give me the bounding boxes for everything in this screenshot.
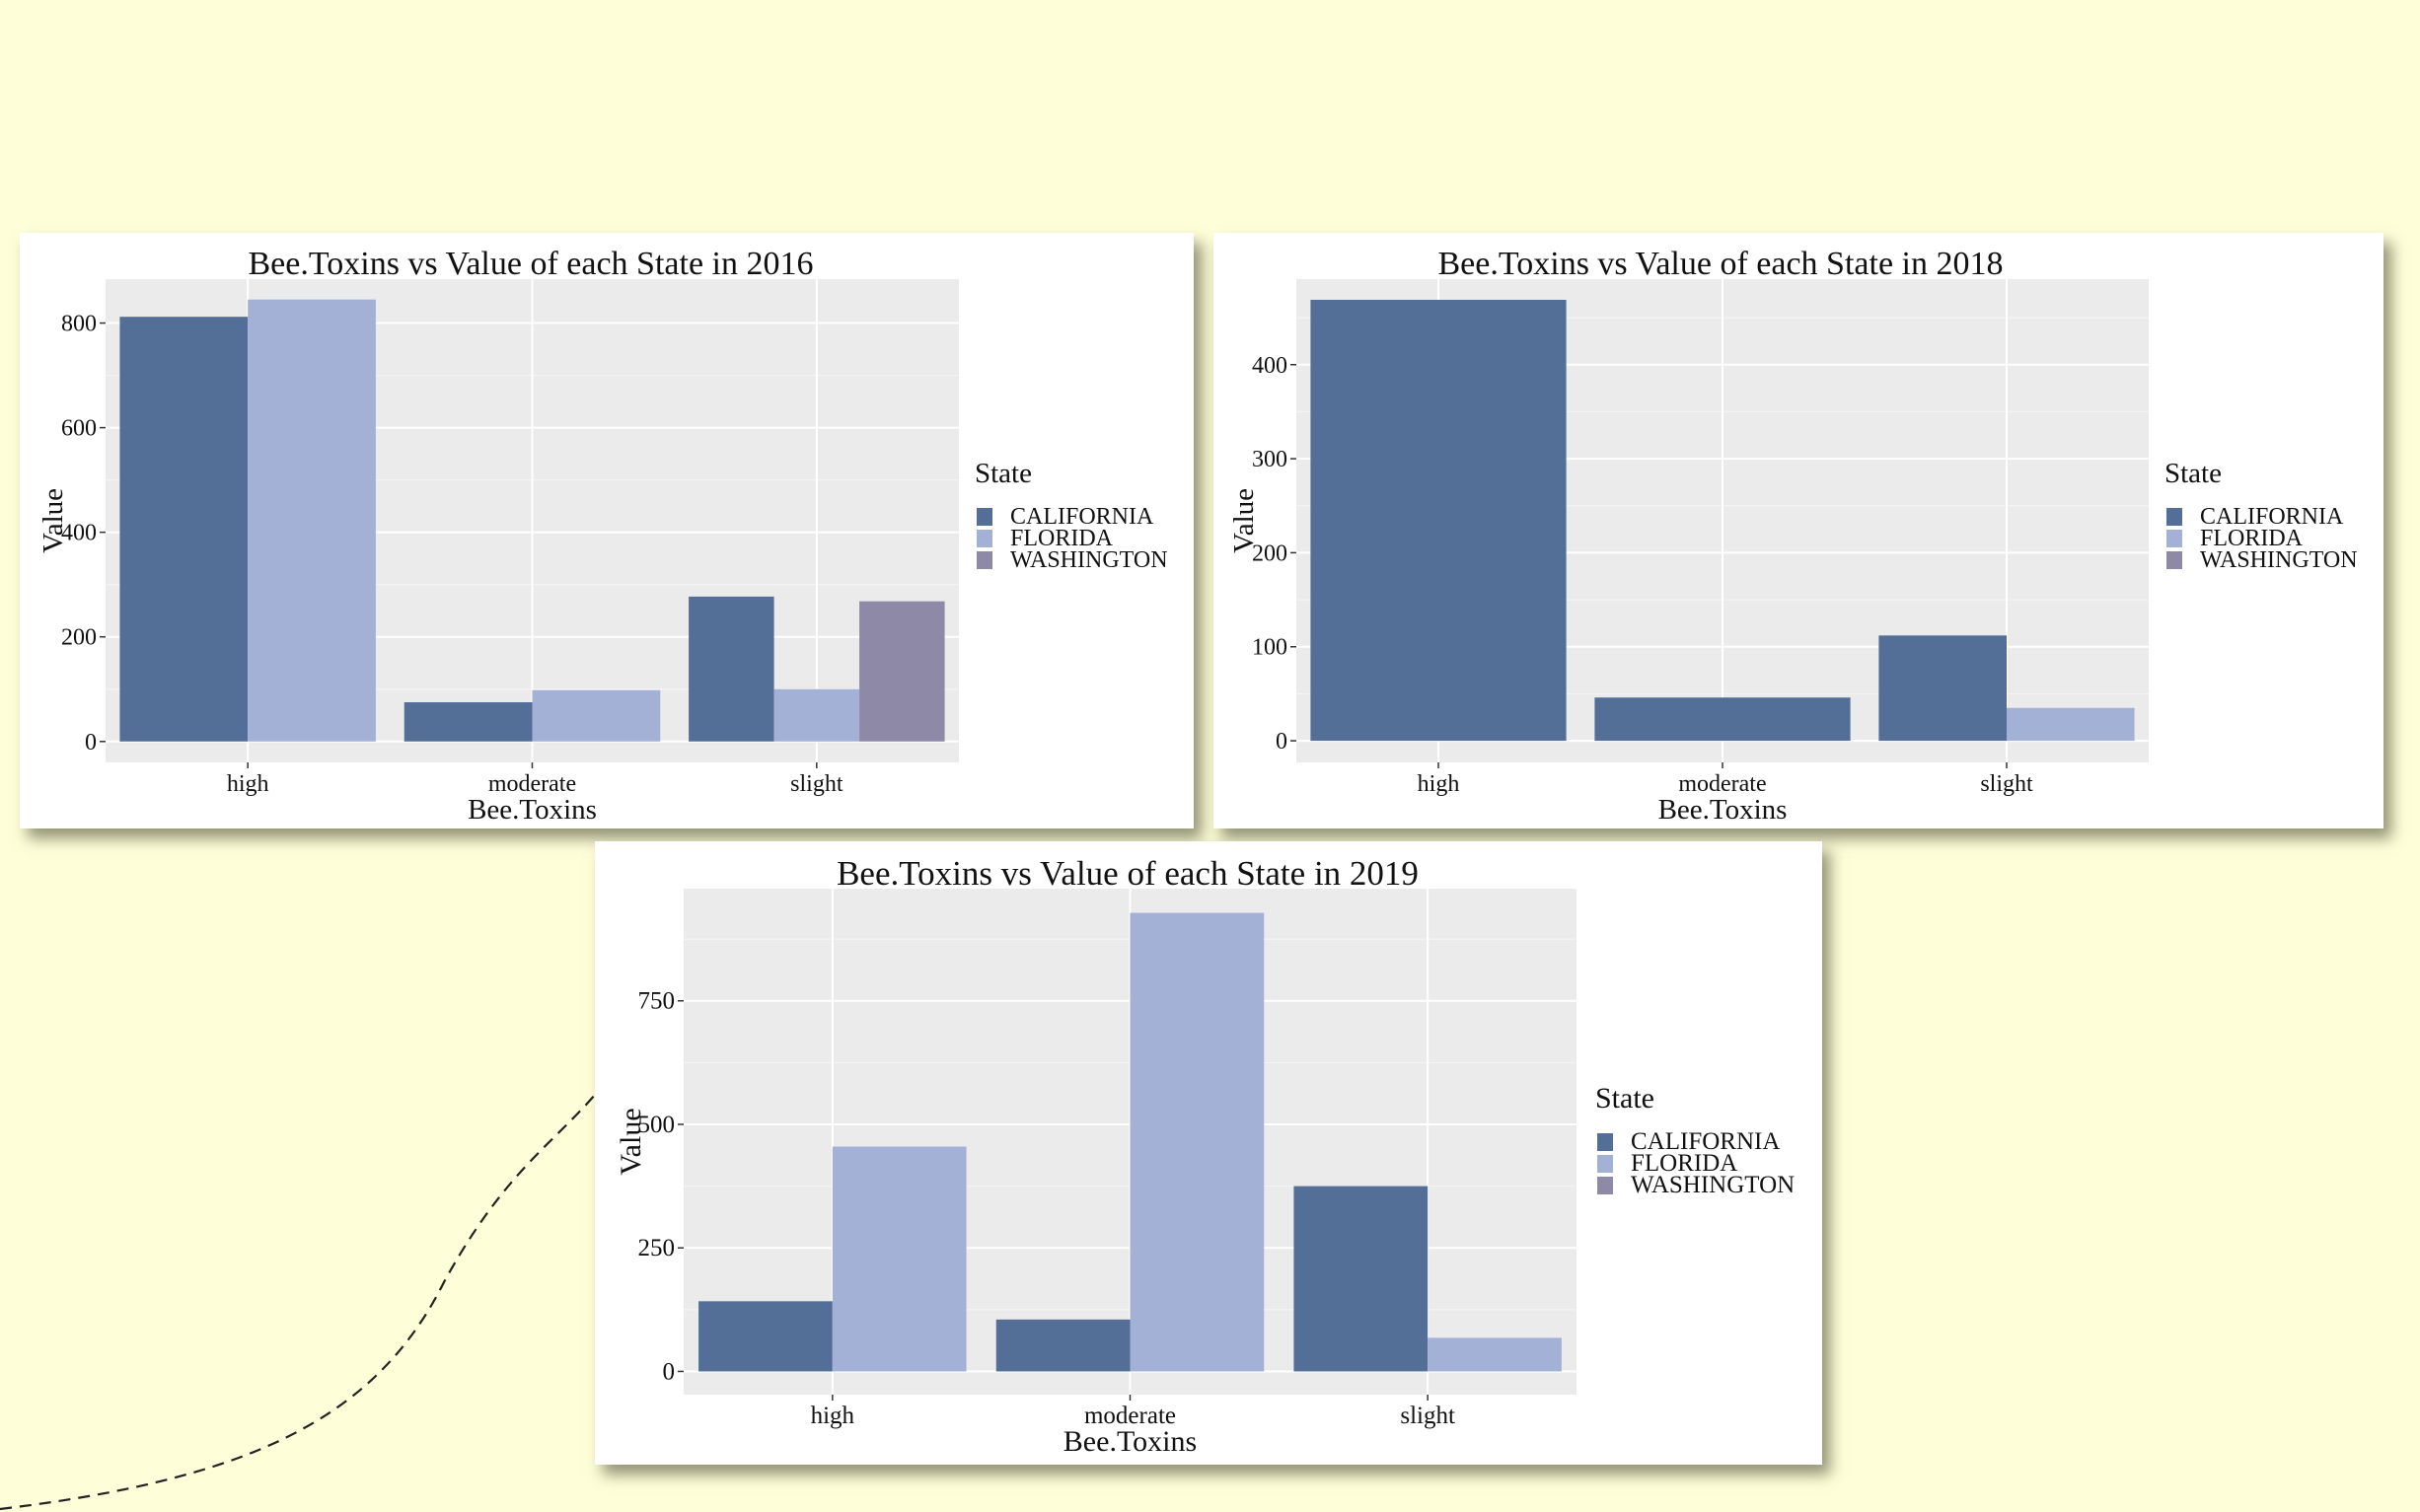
y-tick-label: 250 bbox=[638, 1235, 676, 1261]
legend-swatch-florida bbox=[1597, 1155, 1613, 1173]
bar-california-moderate bbox=[995, 1319, 1131, 1372]
legend-swatch-florida bbox=[2166, 530, 2182, 547]
bar-florida-high bbox=[832, 1146, 967, 1372]
chart-2019: Bee.Toxins vs Value of each State in 201… bbox=[615, 854, 1795, 1458]
x-axis-label: Bee.Toxins bbox=[1063, 1425, 1197, 1458]
legend-label-washington: WASHINGTON bbox=[1631, 1172, 1795, 1198]
chart-title: Bee.Toxins vs Value of each State in 201… bbox=[1438, 246, 2004, 282]
y-axis-label: Value bbox=[1228, 488, 1260, 553]
bar-florida-moderate bbox=[532, 689, 661, 742]
x-tick-label-moderate: moderate bbox=[1084, 1403, 1176, 1429]
bar-florida-slight bbox=[1428, 1337, 1562, 1372]
chart-2018: Bee.Toxins vs Value of each State in 201… bbox=[1228, 246, 2358, 826]
x-tick-label-moderate: moderate bbox=[1678, 771, 1766, 797]
bar-washington-slight bbox=[859, 601, 945, 742]
legend-title: State bbox=[2164, 458, 2222, 489]
bar-california-high bbox=[1310, 299, 1567, 742]
chart-panel-2016: Bee.Toxins vs Value of each State in 201… bbox=[20, 233, 1194, 828]
y-tick-label: 400 bbox=[61, 521, 97, 546]
bar-florida-slight bbox=[2007, 707, 2135, 742]
y-tick-label: 600 bbox=[61, 416, 97, 442]
legend-label-washington: WASHINGTON bbox=[1010, 547, 1168, 573]
y-tick-label: 300 bbox=[1252, 447, 1287, 472]
x-tick-label-high: high bbox=[1418, 771, 1460, 797]
x-tick-label-moderate: moderate bbox=[488, 771, 576, 797]
bar-florida-high bbox=[248, 299, 376, 742]
legend-label-florida: FLORIDA bbox=[1631, 1150, 1737, 1177]
y-tick-label: 0 bbox=[1276, 729, 1287, 755]
legend-swatch-california bbox=[977, 508, 992, 526]
legend-swatch-florida bbox=[977, 530, 992, 547]
x-axis-label: Bee.Toxins bbox=[468, 794, 597, 826]
legend-label-california: CALIFORNIA bbox=[2200, 504, 2344, 530]
y-tick-label: 800 bbox=[61, 312, 97, 337]
x-tick-label-high: high bbox=[811, 1403, 855, 1429]
y-tick-label: 200 bbox=[1252, 540, 1287, 566]
bar-florida-slight bbox=[773, 688, 860, 742]
legend-label-florida: FLORIDA bbox=[1010, 526, 1114, 551]
chart-2016: Bee.Toxins vs Value of each State in 201… bbox=[37, 246, 1168, 826]
legend-title: State bbox=[975, 458, 1032, 489]
chart-panel-2019: Bee.Toxins vs Value of each State in 201… bbox=[595, 841, 1822, 1465]
legend-title: State bbox=[1595, 1082, 1654, 1115]
chart-title: Bee.Toxins vs Value of each State in 201… bbox=[837, 854, 1419, 893]
bar-california-moderate bbox=[1594, 697, 1851, 742]
x-axis-label: Bee.Toxins bbox=[1658, 794, 1788, 826]
legend-label-california: CALIFORNIA bbox=[1631, 1128, 1780, 1155]
legend-label-florida: FLORIDA bbox=[2200, 526, 2304, 551]
y-tick-label: 100 bbox=[1252, 635, 1287, 661]
y-tick-label: 0 bbox=[85, 730, 97, 756]
x-tick-label-slight: slight bbox=[1980, 771, 2033, 797]
bar-california-slight bbox=[1293, 1186, 1429, 1372]
legend-label-california: CALIFORNIA bbox=[1010, 504, 1154, 530]
y-tick-label: 200 bbox=[61, 625, 97, 651]
y-axis-label: Value bbox=[615, 1108, 647, 1175]
x-tick-label-slight: slight bbox=[790, 771, 843, 797]
y-tick-label: 750 bbox=[638, 988, 676, 1015]
x-tick-label-high: high bbox=[227, 771, 269, 797]
bar-california-moderate bbox=[403, 702, 533, 742]
y-tick-label: 500 bbox=[638, 1112, 676, 1138]
legend-swatch-california bbox=[1597, 1133, 1613, 1151]
bar-california-slight bbox=[1878, 635, 2007, 742]
chart-panel-2018: Bee.Toxins vs Value of each State in 201… bbox=[1213, 233, 2383, 828]
legend-swatch-washington bbox=[2166, 551, 2182, 569]
bar-florida-moderate bbox=[1130, 912, 1265, 1372]
x-tick-label-slight: slight bbox=[1400, 1403, 1455, 1429]
y-tick-label: 400 bbox=[1252, 353, 1287, 379]
legend-label-washington: WASHINGTON bbox=[2200, 547, 2358, 573]
legend-swatch-washington bbox=[1597, 1177, 1613, 1194]
legend-swatch-washington bbox=[977, 551, 992, 569]
bar-california-slight bbox=[689, 596, 774, 742]
y-axis-label: Value bbox=[37, 488, 69, 553]
bar-california-high bbox=[119, 317, 249, 742]
legend-swatch-california bbox=[2166, 508, 2182, 526]
bar-california-high bbox=[698, 1301, 833, 1372]
chart-title: Bee.Toxins vs Value of each State in 201… bbox=[249, 246, 814, 282]
y-tick-label: 0 bbox=[663, 1358, 676, 1385]
